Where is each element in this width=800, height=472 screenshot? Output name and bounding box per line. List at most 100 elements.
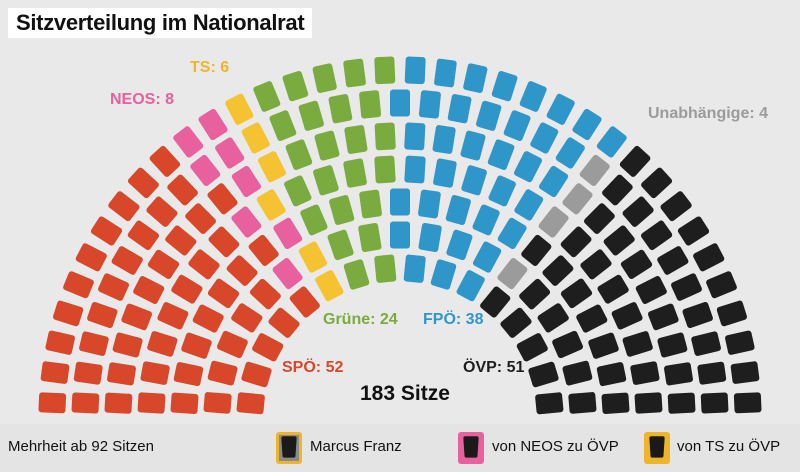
seat-övp xyxy=(596,362,627,387)
seat-spö xyxy=(241,361,272,388)
seat-grüne xyxy=(253,81,281,112)
seat-övp xyxy=(528,361,559,388)
seat-grüne xyxy=(298,100,324,131)
seat-spö xyxy=(231,303,263,333)
legend-label-ts-to-oevp: von TS zu ÖVP xyxy=(677,438,781,455)
seat-övp xyxy=(611,302,643,330)
seat-spö xyxy=(252,333,284,362)
party-label-grüne: Grüne: 24 xyxy=(323,311,398,328)
seat-fpö xyxy=(572,108,602,141)
seat-neos xyxy=(173,126,204,158)
seat-övp xyxy=(620,249,653,279)
party-label-unabhängige: Unabhängige: 4 xyxy=(648,105,768,122)
seat-spö xyxy=(127,220,160,251)
total-seats-label: 183 Sitze xyxy=(360,382,450,405)
seat-övp xyxy=(480,286,511,318)
seat-övp xyxy=(576,304,608,333)
seat-övp xyxy=(640,220,673,251)
seat-spö xyxy=(289,286,320,318)
seat-övp xyxy=(562,360,593,386)
seat-ts xyxy=(315,270,344,302)
seat-övp xyxy=(521,234,552,266)
seat-övp xyxy=(519,278,551,310)
seat-övp xyxy=(647,303,679,331)
seat-spö xyxy=(98,273,129,301)
seat-spö xyxy=(90,216,123,246)
seat-grüne xyxy=(327,229,354,261)
seat-spö xyxy=(38,392,67,414)
seat-spö xyxy=(63,271,94,299)
seat-spö xyxy=(203,392,232,414)
seat-spö xyxy=(140,361,170,385)
seat-övp xyxy=(542,255,574,286)
seat-spö xyxy=(192,304,224,333)
seat-spö xyxy=(133,275,165,305)
seat-fpö xyxy=(497,217,527,250)
seat-neos xyxy=(231,206,262,238)
seat-övp xyxy=(706,271,737,299)
party-label-övp: ÖVP: 51 xyxy=(463,357,524,376)
seat-spö xyxy=(170,392,199,414)
seat-spö xyxy=(208,226,240,258)
seat-grüne xyxy=(359,189,382,219)
seat-övp xyxy=(693,243,725,272)
seat-övp xyxy=(516,333,548,362)
seat-grüne xyxy=(359,90,382,119)
seat-unabhängige xyxy=(579,154,610,186)
seat-spö xyxy=(207,278,240,309)
seat-fpö xyxy=(434,58,457,88)
seat-övp xyxy=(641,167,673,199)
seat-neos xyxy=(198,108,228,141)
seat-fpö xyxy=(456,270,485,302)
seat-spö xyxy=(268,307,300,338)
party-label-spö: SPÖ: 52 xyxy=(282,357,343,376)
seat-fpö xyxy=(463,63,488,93)
footer-legend: Mehrheit ab 92 Sitzen Marcus Franz von N… xyxy=(0,424,800,472)
seat-spö xyxy=(167,174,198,206)
seat-fpö xyxy=(446,229,473,261)
party-label-ts: TS: 6 xyxy=(190,59,229,76)
seat-spö xyxy=(121,303,153,331)
seat-övp xyxy=(622,196,654,227)
seat-övp xyxy=(697,361,727,385)
seat-fpö xyxy=(447,94,472,124)
seat-spö xyxy=(108,191,140,222)
seat-övp xyxy=(667,392,696,414)
seat-spö xyxy=(207,183,238,215)
seat-spö xyxy=(216,330,248,359)
seat-grüne xyxy=(374,122,396,151)
seat-fpö xyxy=(596,126,627,158)
seat-neos xyxy=(272,258,303,290)
seat-ts xyxy=(225,93,254,125)
seat-fpö xyxy=(514,189,544,221)
seat-övp xyxy=(682,301,713,329)
seat-övp xyxy=(677,216,710,246)
seat-övp xyxy=(657,246,689,275)
seat-övp xyxy=(588,332,619,359)
seat-fpö xyxy=(445,195,471,225)
seat-övp xyxy=(552,330,584,359)
seat-fpö xyxy=(430,259,457,290)
seat-ts xyxy=(298,241,328,273)
seat-fpö xyxy=(472,204,500,236)
seat-fpö xyxy=(472,241,502,273)
seat-grüne xyxy=(282,70,309,102)
seat-spö xyxy=(112,332,143,358)
seat-spö xyxy=(248,234,279,266)
seat-övp xyxy=(716,300,748,327)
seat-fpö xyxy=(390,221,410,249)
seat-fpö xyxy=(418,222,442,253)
seat-ts xyxy=(241,122,270,154)
seat-neos xyxy=(215,137,245,169)
seat-spö xyxy=(171,274,203,304)
seat-fpö xyxy=(418,189,441,219)
seat-ts xyxy=(256,189,286,221)
seat-fpö xyxy=(513,151,543,183)
marcus-franz-seat-icon xyxy=(276,432,302,464)
seat-fpö xyxy=(403,254,426,283)
seat-spö xyxy=(87,301,118,329)
seat-grüne xyxy=(374,254,397,283)
seat-fpö xyxy=(503,110,531,141)
